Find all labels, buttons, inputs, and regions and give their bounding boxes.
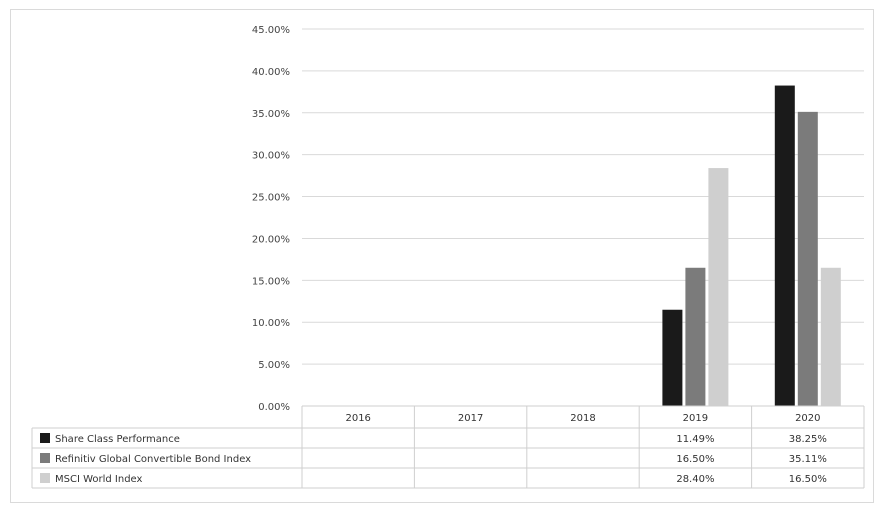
legend-label: Share Class Performance [55,434,180,445]
data-label: 38.25% [789,434,827,445]
y-tick-label: 10.00% [252,318,290,329]
x-tick-label: 2017 [458,413,483,424]
bar [774,85,795,407]
legend-label: MSCI World Index [55,474,143,485]
bar [662,309,683,406]
legend-swatch [40,473,50,483]
bars [662,85,841,407]
x-tick-label: 2020 [795,413,820,424]
x-tick-label: 2018 [570,413,595,424]
y-tick-label: 0.00% [258,402,290,413]
y-tick-label: 20.00% [252,234,290,245]
data-label: 16.50% [676,454,714,465]
x-tick-label: 2016 [345,413,370,424]
y-tick-label: 45.00% [252,25,290,36]
bar [820,267,841,406]
y-tick-label: 30.00% [252,151,290,162]
y-tick-label: 35.00% [252,109,290,120]
data-table: 2016 2017 2018 2019 2020 Share Class Performa… [31,405,865,489]
chart-frame [10,9,874,503]
data-label: 35.11% [789,454,827,465]
legend-label: Refinitiv Global Convertible Bond Index [55,454,251,465]
y-tick-label: 25.00% [252,193,290,204]
bar [797,111,818,406]
data-label: 16.50% [789,474,827,485]
y-axis-tick-labels: 45.00% 40.00% 35.00% 30.00% 25.00% 20.00% 15.0… [252,25,290,413]
data-label: 11.49% [676,434,714,445]
legend-swatch [40,433,50,443]
bar [685,267,706,406]
y-tick-label: 40.00% [252,67,290,78]
bar [708,168,729,406]
data-label: 28.40% [676,474,714,485]
legend-swatch [40,453,50,463]
y-tick-label: 5.00% [258,360,290,371]
x-tick-label: 2019 [683,413,708,424]
y-tick-label: 15.00% [252,276,290,287]
